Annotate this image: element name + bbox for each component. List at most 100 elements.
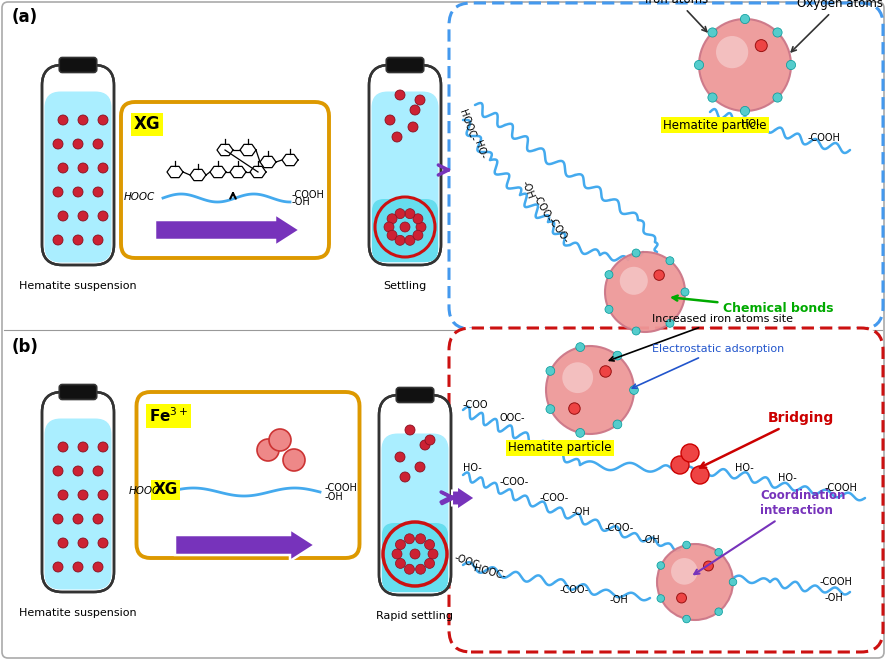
Circle shape [605,271,613,279]
Text: -OOC: -OOC [454,553,481,571]
Text: -OH: -OH [572,507,591,517]
FancyBboxPatch shape [59,57,97,73]
Circle shape [73,235,83,245]
Circle shape [405,425,415,435]
Circle shape [58,442,68,452]
Text: Oxygen atoms: Oxygen atoms [791,0,883,51]
FancyBboxPatch shape [382,434,448,593]
Circle shape [53,139,63,149]
FancyArrow shape [175,529,315,561]
Circle shape [671,558,697,585]
Circle shape [632,327,640,335]
Circle shape [563,362,593,393]
Circle shape [630,385,639,395]
FancyArrow shape [155,214,300,246]
Circle shape [387,230,397,240]
Circle shape [729,578,737,586]
FancyBboxPatch shape [371,92,439,263]
Text: -COO-: -COO- [540,493,569,503]
Text: Bridging: Bridging [700,411,835,467]
Circle shape [773,28,782,37]
Circle shape [600,366,611,377]
Circle shape [755,40,767,51]
Text: XG: XG [153,482,177,498]
Circle shape [98,211,108,221]
Circle shape [666,319,674,327]
Circle shape [58,490,68,500]
Text: -COO-: -COO- [605,523,634,533]
Text: -OH: -OH [520,180,536,201]
Circle shape [98,538,108,548]
FancyBboxPatch shape [42,65,114,265]
Circle shape [405,209,415,218]
Text: -COO-: -COO- [531,193,554,223]
Text: OOC-: OOC- [500,413,525,423]
Circle shape [395,540,406,550]
Circle shape [657,595,664,603]
Circle shape [741,106,750,116]
FancyArrow shape [452,486,475,510]
Circle shape [657,544,733,620]
Text: -OH: -OH [825,593,843,603]
Circle shape [415,462,425,472]
Text: -OH: -OH [325,492,344,502]
FancyBboxPatch shape [59,385,97,399]
Circle shape [395,558,406,568]
Circle shape [93,235,103,245]
Text: Coordination
interaction: Coordination interaction [695,489,845,574]
Circle shape [73,514,83,524]
Circle shape [715,608,722,616]
Circle shape [428,549,438,559]
Circle shape [395,90,405,100]
Circle shape [78,115,88,125]
Text: (a): (a) [12,8,38,26]
Circle shape [654,270,664,280]
Circle shape [53,562,63,572]
Circle shape [410,105,420,115]
Circle shape [395,452,405,462]
Text: -OH: -OH [292,197,311,207]
Circle shape [576,428,585,438]
Circle shape [708,28,717,37]
Circle shape [620,267,648,295]
Circle shape [632,249,640,257]
Circle shape [93,514,103,524]
Circle shape [605,252,685,332]
Circle shape [73,139,83,149]
Circle shape [53,514,63,524]
Text: -COOH: -COOH [820,577,853,587]
Circle shape [93,466,103,476]
Circle shape [98,163,108,173]
Circle shape [773,93,782,102]
FancyBboxPatch shape [369,65,441,265]
Circle shape [671,456,689,474]
FancyBboxPatch shape [44,418,112,589]
Text: HOOC: HOOC [128,486,160,496]
Circle shape [78,211,88,221]
Text: Increased iron atoms site: Increased iron atoms site [610,314,793,361]
Circle shape [420,440,430,450]
Circle shape [576,343,585,352]
Circle shape [716,36,748,68]
Circle shape [424,558,434,568]
Text: HO-: HO- [741,119,759,129]
Text: XG: XG [134,115,160,133]
Circle shape [98,115,108,125]
FancyBboxPatch shape [136,392,360,558]
Text: Hematite suspension: Hematite suspension [19,281,136,291]
Text: -COOH: -COOH [292,190,325,200]
Text: -COO-: -COO- [560,585,589,595]
Text: HOOC-: HOOC- [473,563,507,581]
Circle shape [93,139,103,149]
Circle shape [269,429,291,451]
Circle shape [413,214,423,224]
Circle shape [683,541,690,548]
Circle shape [98,442,108,452]
Circle shape [715,548,722,556]
FancyBboxPatch shape [42,392,114,592]
Circle shape [787,61,796,69]
Text: Fe$^{3+}$: Fe$^{3+}$ [149,407,189,425]
Circle shape [695,61,703,69]
Text: Chemical bonds: Chemical bonds [672,296,834,315]
Circle shape [257,439,279,461]
